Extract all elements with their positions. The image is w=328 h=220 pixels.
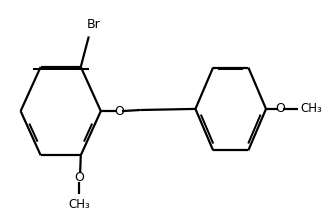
Text: CH₃: CH₃ [300, 103, 322, 116]
Text: O: O [74, 170, 84, 183]
Text: O: O [276, 103, 285, 116]
Text: CH₃: CH₃ [68, 198, 90, 211]
Text: Br: Br [87, 18, 101, 31]
Text: O: O [114, 104, 124, 117]
